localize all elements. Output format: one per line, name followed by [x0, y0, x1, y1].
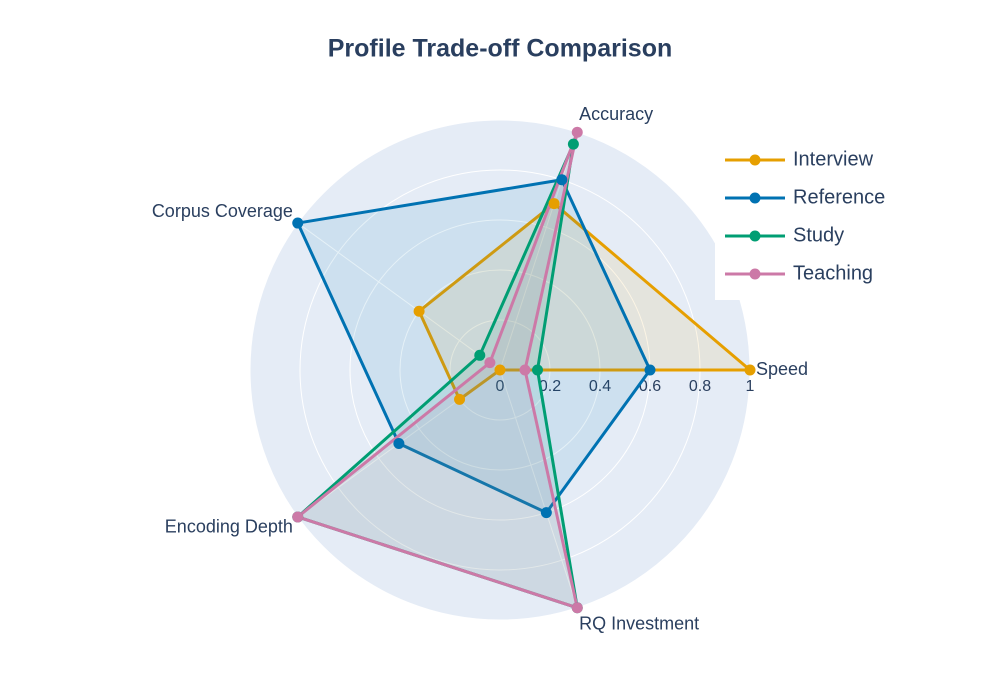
data-point — [556, 174, 568, 186]
data-point — [292, 217, 304, 229]
data-point — [532, 364, 543, 376]
legend-label: Teaching — [793, 262, 873, 284]
r-tick-label: 1 — [746, 378, 755, 395]
angular-label: Speed — [756, 359, 808, 379]
data-point — [292, 511, 304, 523]
r-tick-label: 0.2 — [539, 378, 561, 395]
data-point — [540, 507, 552, 519]
angular-label: Encoding Depth — [165, 516, 293, 536]
angular-label: Accuracy — [579, 104, 653, 124]
legend-label: Study — [793, 224, 844, 246]
data-point — [454, 393, 466, 405]
data-point — [393, 437, 405, 449]
angular-grid-line — [499, 369, 578, 608]
r-tick-label: 0.4 — [589, 378, 611, 395]
data-point — [644, 364, 656, 376]
legend-marker — [749, 154, 761, 166]
data-point — [519, 364, 531, 376]
r-tick-label: 0 — [496, 378, 505, 395]
r-tick-label: 0.8 — [689, 378, 711, 395]
r-tick-label: 0.6 — [639, 378, 661, 395]
series-area — [296, 178, 652, 515]
data-point — [484, 357, 496, 369]
angular-grid-line — [297, 222, 501, 371]
angular-grid-line — [499, 132, 578, 371]
chart-title: Profile Trade-off Comparison — [328, 35, 672, 63]
data-point — [413, 305, 425, 317]
angular-label: RQ Investment — [579, 614, 699, 634]
legend-marker — [749, 192, 761, 204]
data-point — [571, 126, 583, 138]
data-point — [744, 364, 756, 376]
data-point — [548, 198, 560, 210]
data-point — [567, 138, 579, 150]
series-area — [296, 130, 579, 610]
angular-label: Corpus Coverage — [152, 201, 293, 221]
legend-label: Interview — [793, 148, 874, 170]
data-point — [474, 349, 486, 361]
legend-marker — [749, 268, 761, 280]
data-point — [571, 602, 583, 614]
legend-label: Reference — [793, 186, 885, 208]
legend-marker — [749, 230, 761, 242]
data-point — [494, 364, 506, 376]
